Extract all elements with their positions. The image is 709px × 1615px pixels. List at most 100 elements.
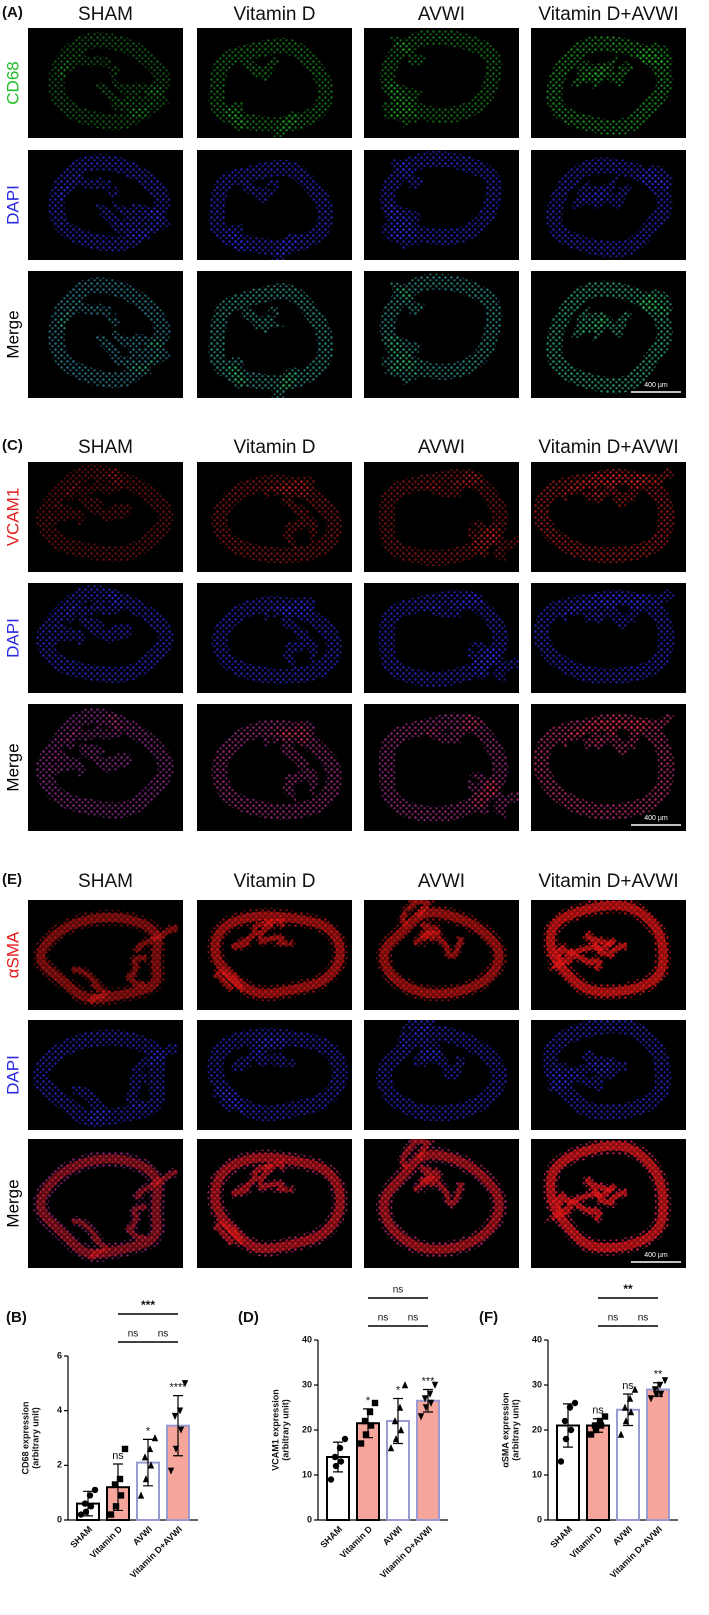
tissue-signal xyxy=(230,1160,285,1197)
micrograph xyxy=(364,583,519,693)
tissue-signal xyxy=(213,1221,243,1246)
tissue-signal xyxy=(382,105,415,126)
row-label: DAPI xyxy=(3,618,22,658)
tissue xyxy=(78,742,133,774)
tissue xyxy=(389,36,427,67)
tissue-signal xyxy=(43,714,167,812)
tissue xyxy=(397,1139,436,1172)
micrograph xyxy=(531,150,686,260)
comparison-label: ns xyxy=(158,1329,169,1340)
tissue xyxy=(411,1039,444,1069)
column-header: Vitamin D xyxy=(233,871,315,892)
data-point xyxy=(561,1417,569,1425)
data-point xyxy=(116,1475,124,1483)
tissue xyxy=(280,596,317,622)
tissue xyxy=(132,1043,179,1075)
significance-label: ns xyxy=(622,1380,634,1392)
y-axis-label: (arbitrary unit) xyxy=(280,1399,290,1461)
tissue xyxy=(270,367,300,398)
micrograph xyxy=(28,150,183,260)
column-header: SHAM xyxy=(78,871,133,892)
micrograph xyxy=(28,1020,183,1130)
data-point xyxy=(622,1417,630,1425)
tissue xyxy=(132,1167,179,1202)
tissue xyxy=(48,277,171,389)
significance-label: **** xyxy=(169,1382,187,1394)
data-point xyxy=(427,1399,435,1407)
tissue xyxy=(543,1055,619,1093)
tissue xyxy=(411,1163,444,1195)
data-point xyxy=(147,1461,155,1469)
tissue xyxy=(636,42,673,68)
tissue-signal xyxy=(125,955,147,987)
tissue xyxy=(123,1201,148,1243)
tissue xyxy=(230,915,288,952)
tissue-signal xyxy=(472,776,519,813)
tissue-signal xyxy=(412,921,441,946)
tissue xyxy=(57,50,121,80)
tissue xyxy=(426,468,486,498)
comparison-label: ns xyxy=(608,1313,619,1324)
column-header: SHAM xyxy=(78,437,133,458)
data-point xyxy=(167,1467,175,1475)
data-point xyxy=(141,1453,149,1461)
micrograph xyxy=(28,583,183,693)
comparison-label: ns xyxy=(378,1313,389,1324)
data-point xyxy=(431,1381,439,1389)
comparison-label: *** xyxy=(141,1298,155,1312)
panel-label: (D) xyxy=(238,1309,259,1326)
y-tick-label: 20 xyxy=(532,1424,542,1434)
tissue xyxy=(57,298,122,330)
data-point xyxy=(647,1395,655,1403)
data-point xyxy=(367,1422,375,1429)
tissue-signal xyxy=(267,733,308,769)
tissue xyxy=(123,1072,148,1110)
data-point xyxy=(107,1511,115,1518)
micrograph xyxy=(531,583,686,693)
micrograph xyxy=(28,900,183,1010)
tissue-signal xyxy=(70,967,110,1005)
tissue-signal xyxy=(412,1164,441,1193)
x-tick-label: Vitamin D xyxy=(568,1524,605,1561)
tissue-signal xyxy=(391,286,423,311)
tissue xyxy=(390,282,427,315)
tissue xyxy=(211,966,246,994)
panel-label: (E) xyxy=(2,871,22,888)
tissue xyxy=(591,595,646,629)
tissue-signal xyxy=(400,900,432,927)
data-point xyxy=(631,1385,639,1393)
tissue xyxy=(230,1035,288,1072)
tissue xyxy=(241,179,279,207)
significance-label: *** xyxy=(422,1375,436,1387)
tissue xyxy=(375,904,508,1002)
tissue xyxy=(469,772,519,819)
bar xyxy=(646,1388,670,1521)
data-point xyxy=(91,1486,99,1494)
micrograph xyxy=(364,1139,519,1268)
tissue xyxy=(49,622,86,647)
tissue xyxy=(94,204,171,241)
y-tick-label: 4 xyxy=(57,1405,62,1415)
data-point xyxy=(571,1399,579,1407)
scale-bar-label: 400 µm xyxy=(644,815,668,822)
tissue xyxy=(604,467,675,491)
data-point xyxy=(146,1445,154,1453)
tissue-signal xyxy=(125,1204,147,1240)
tissue-signal xyxy=(55,284,164,382)
comparison-label: ** xyxy=(623,1282,633,1296)
tissue xyxy=(579,174,634,209)
tissue xyxy=(48,153,171,253)
tissue xyxy=(426,589,486,619)
tissue-signal xyxy=(286,770,315,795)
tissue xyxy=(282,515,319,550)
tissue xyxy=(32,909,166,1007)
tissue xyxy=(270,232,300,260)
row-label: CD68 xyxy=(3,61,22,104)
x-tick-label: Vitamin D+AVWI xyxy=(128,1524,184,1580)
tissue-signal xyxy=(227,360,244,385)
tissue xyxy=(579,309,634,338)
micrograph xyxy=(364,462,519,572)
data-point xyxy=(327,1476,335,1483)
tissue-signal xyxy=(227,105,244,127)
panel-label: (F) xyxy=(479,1309,498,1326)
